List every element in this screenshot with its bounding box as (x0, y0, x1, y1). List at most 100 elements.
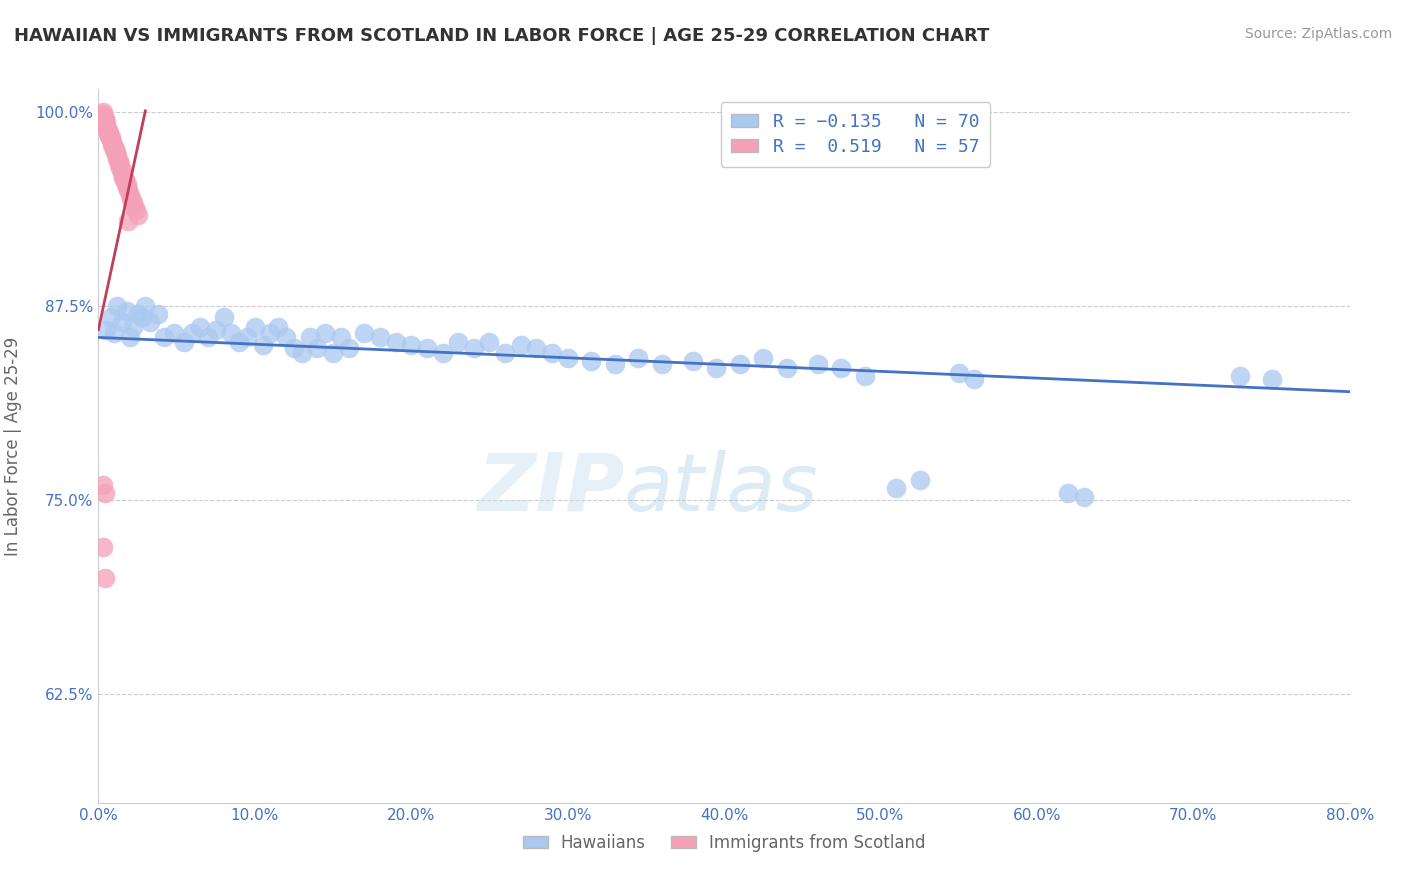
Point (91, 109, 114, 123)
Point (322, 346, 344, 360)
Point (115, 304, 138, 318)
Point (93, 118, 115, 132)
Point (337, 341, 360, 355)
Point (353, 326, 375, 340)
Point (93, 571, 115, 585)
Point (627, 351, 650, 365)
Point (120, 192, 142, 206)
Point (104, 147, 127, 161)
Point (105, 299, 128, 313)
Point (650, 357, 672, 371)
Point (118, 187, 141, 202)
Point (97, 122, 120, 136)
Point (91, 477, 114, 491)
Point (93, 485, 115, 500)
Point (98, 126, 121, 140)
Point (153, 330, 176, 344)
Point (173, 334, 195, 349)
Point (97, 126, 120, 140)
Point (114, 172, 136, 186)
Point (401, 338, 423, 352)
Point (188, 319, 211, 334)
Point (127, 307, 149, 321)
Point (93, 116, 115, 130)
Point (526, 341, 548, 355)
Point (121, 319, 143, 334)
Point (103, 139, 125, 153)
Point (112, 170, 135, 185)
Point (416, 341, 439, 355)
Point (494, 346, 516, 360)
Point (1260, 372, 1282, 386)
Point (853, 369, 876, 384)
Point (884, 481, 907, 495)
Point (541, 346, 564, 360)
Point (115, 177, 138, 191)
Point (162, 326, 184, 340)
Point (704, 361, 727, 376)
Point (127, 208, 149, 222)
Point (101, 135, 124, 149)
Point (91, 110, 114, 124)
Point (124, 200, 146, 214)
Legend: Hawaiians, Immigrants from Scotland: Hawaiians, Immigrants from Scotland (516, 828, 932, 859)
Point (118, 330, 141, 344)
Point (98, 128, 121, 143)
Point (228, 334, 250, 349)
Point (101, 138, 124, 153)
Point (105, 152, 128, 166)
Text: atlas: atlas (624, 450, 818, 528)
Point (252, 338, 274, 352)
Point (963, 372, 986, 386)
Point (96, 323, 118, 337)
Point (221, 326, 243, 340)
Point (243, 319, 266, 334)
Point (314, 326, 336, 340)
Point (115, 180, 138, 194)
Point (91, 112, 114, 126)
Y-axis label: In Labor Force | Age 25-29: In Labor Force | Age 25-29 (4, 336, 21, 556)
Point (131, 310, 153, 325)
Point (93, 115, 115, 129)
Text: HAWAIIAN VS IMMIGRANTS FROM SCOTLAND IN LABOR FORCE | AGE 25-29 CORRELATION CHAR: HAWAIIAN VS IMMIGRANTS FROM SCOTLAND IN … (14, 27, 990, 45)
Point (682, 353, 704, 368)
Point (368, 330, 391, 344)
Point (96, 120, 118, 135)
Point (103, 326, 125, 340)
Point (110, 161, 132, 176)
Point (134, 299, 156, 313)
Point (1073, 490, 1095, 504)
Point (111, 315, 134, 329)
Point (96, 120, 118, 135)
Text: Source: ZipAtlas.com: Source: ZipAtlas.com (1244, 27, 1392, 41)
Point (752, 351, 775, 365)
Point (93, 112, 115, 126)
Point (291, 346, 314, 360)
Point (96, 118, 118, 132)
Point (111, 162, 134, 177)
Point (93, 113, 115, 128)
Point (267, 319, 290, 334)
Point (603, 357, 626, 371)
Point (259, 326, 281, 340)
Point (432, 346, 454, 360)
Point (96, 120, 118, 134)
Point (181, 326, 204, 340)
Point (117, 183, 139, 197)
Point (776, 361, 799, 376)
Point (204, 323, 226, 337)
Point (146, 307, 169, 321)
Point (125, 203, 148, 218)
Point (307, 341, 329, 355)
Point (830, 361, 852, 376)
Point (93, 113, 115, 128)
Point (97, 124, 120, 138)
Point (509, 338, 531, 352)
Point (100, 130, 122, 145)
Point (236, 330, 259, 344)
Point (447, 334, 470, 349)
Point (91, 107, 114, 121)
Text: ZIP: ZIP (477, 450, 624, 528)
Point (948, 366, 970, 380)
Point (197, 330, 219, 344)
